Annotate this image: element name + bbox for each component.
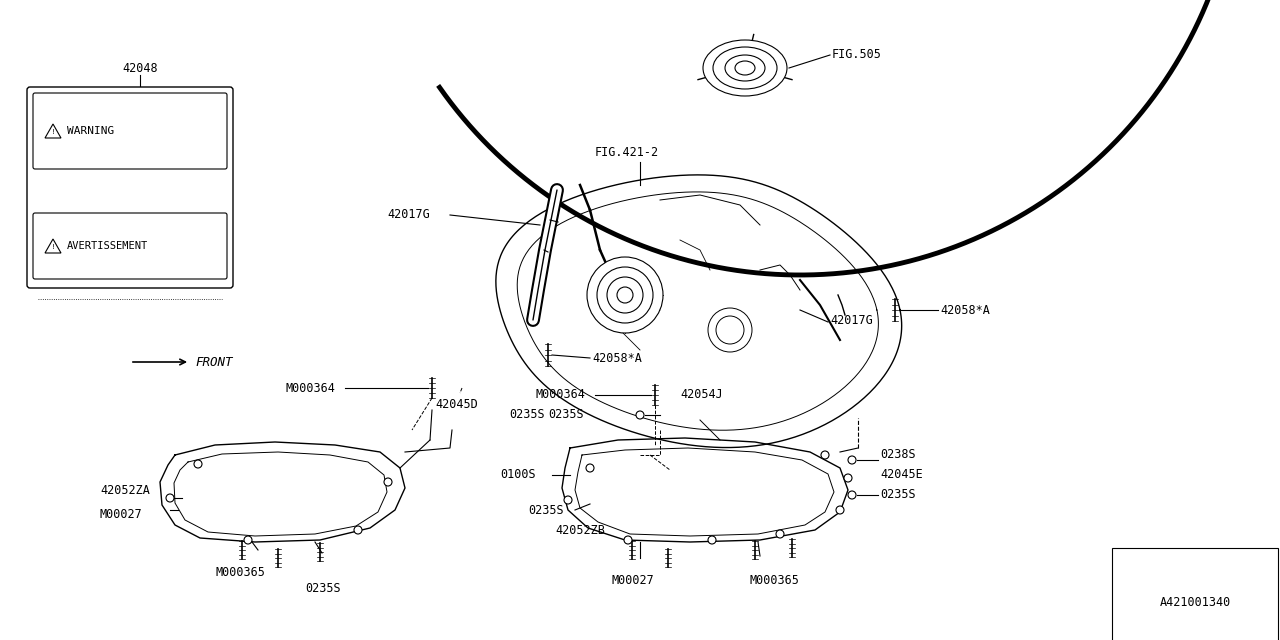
Text: WARNING: WARNING — [67, 126, 114, 136]
Circle shape — [844, 474, 852, 482]
Text: 0238S: 0238S — [881, 449, 915, 461]
Circle shape — [776, 530, 783, 538]
Text: 0235S: 0235S — [548, 408, 584, 422]
Text: 42052ZA: 42052ZA — [100, 483, 150, 497]
Text: FIG.505: FIG.505 — [832, 49, 882, 61]
Text: FRONT: FRONT — [195, 355, 233, 369]
Text: 42054J: 42054J — [680, 388, 723, 401]
Circle shape — [564, 496, 572, 504]
Text: !: ! — [51, 129, 55, 135]
Circle shape — [244, 536, 252, 544]
Circle shape — [586, 464, 594, 472]
Polygon shape — [45, 239, 61, 253]
Circle shape — [195, 460, 202, 468]
FancyBboxPatch shape — [27, 87, 233, 288]
FancyBboxPatch shape — [33, 213, 227, 279]
Text: M00027: M00027 — [100, 509, 143, 522]
Ellipse shape — [713, 47, 777, 89]
Circle shape — [849, 491, 856, 499]
Ellipse shape — [703, 40, 787, 96]
Text: 0235S: 0235S — [509, 408, 545, 422]
Text: 42058*A: 42058*A — [591, 351, 641, 365]
Text: FIG.421-2: FIG.421-2 — [595, 145, 659, 159]
Text: 42017G: 42017G — [829, 314, 873, 326]
Polygon shape — [45, 124, 61, 138]
Ellipse shape — [724, 55, 765, 81]
Circle shape — [636, 411, 644, 419]
Circle shape — [625, 536, 632, 544]
Ellipse shape — [735, 61, 755, 75]
Text: A421001340: A421001340 — [1160, 595, 1230, 609]
Circle shape — [708, 536, 716, 544]
Text: 42058*A: 42058*A — [940, 303, 989, 317]
Text: M000364: M000364 — [285, 381, 335, 394]
Text: 42048: 42048 — [122, 61, 157, 74]
Text: 0235S: 0235S — [529, 504, 563, 516]
Text: 0235S: 0235S — [881, 488, 915, 502]
Text: !: ! — [51, 244, 55, 250]
Text: M000364: M000364 — [536, 388, 586, 401]
Text: 42045E: 42045E — [881, 468, 923, 481]
Circle shape — [384, 478, 392, 486]
Circle shape — [617, 287, 634, 303]
Circle shape — [355, 526, 362, 534]
Text: 42052ZB: 42052ZB — [556, 524, 605, 536]
Text: M00027: M00027 — [612, 573, 655, 586]
Circle shape — [849, 456, 856, 464]
Circle shape — [716, 316, 744, 344]
Circle shape — [607, 277, 643, 313]
FancyBboxPatch shape — [33, 93, 227, 169]
Circle shape — [836, 506, 844, 514]
Circle shape — [166, 494, 174, 502]
Text: 42017G: 42017G — [387, 209, 430, 221]
Text: 42045D: 42045D — [435, 399, 477, 412]
Text: AVERTISSEMENT: AVERTISSEMENT — [67, 241, 148, 251]
Text: 0100S: 0100S — [500, 468, 535, 481]
Circle shape — [708, 308, 753, 352]
Circle shape — [820, 451, 829, 459]
Circle shape — [588, 257, 663, 333]
Text: M000365: M000365 — [215, 566, 265, 579]
Text: M000365: M000365 — [750, 573, 800, 586]
Circle shape — [596, 267, 653, 323]
Text: 0235S: 0235S — [305, 582, 340, 595]
